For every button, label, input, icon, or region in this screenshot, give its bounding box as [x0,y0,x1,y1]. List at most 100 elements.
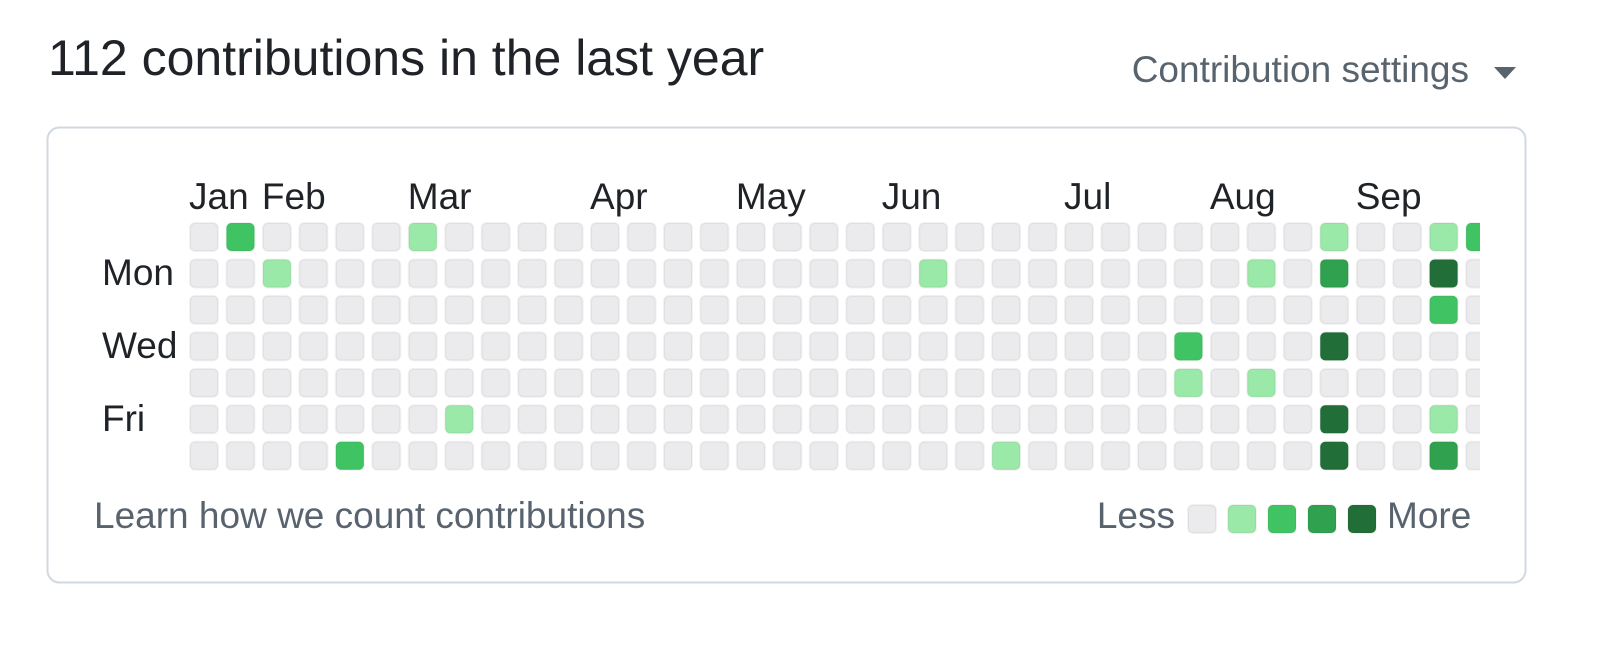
month-label: May [736,176,806,217]
day-cell [1465,331,1480,362]
day-cell [1355,404,1386,435]
day-cell [1246,331,1277,362]
legend-cell [1347,504,1377,534]
day-cell [189,440,219,471]
day-cell [1428,331,1459,362]
day-cell [991,258,1022,289]
day-cell [1173,367,1204,398]
day-cell [444,367,475,398]
day-cell [1136,294,1167,325]
day-cell [881,404,912,435]
day-cell [407,294,438,325]
day-cell [298,440,329,471]
day-cell [918,404,949,435]
day-cell [845,440,876,471]
day-cell [1428,404,1459,435]
day-cell [808,331,839,362]
legend-less: Less [1097,495,1175,536]
day-cell [808,294,839,325]
day-cell [881,294,912,325]
day-cell [1465,258,1480,289]
day-cell [590,222,621,252]
day-cell [662,367,693,398]
day-cell [954,367,985,398]
day-cell [371,222,402,252]
day-cell [662,258,693,289]
day-cell [626,258,657,289]
day-cell [1246,440,1277,471]
day-cell [699,258,730,289]
day-cell [517,367,548,398]
day-cell [881,440,912,471]
day-cell [261,367,292,398]
day-cell [261,222,292,252]
day-cell [407,367,438,398]
day-cell [735,222,766,252]
day-cell [772,331,803,362]
day-cell [735,258,766,289]
day-cell [1064,294,1095,325]
day-cell [662,331,693,362]
title: 112 contributions in the last year [48,30,764,86]
day-cell [954,440,985,471]
day-cell [954,331,985,362]
day-cell [1209,367,1240,398]
day-cell [517,258,548,289]
day-cell [189,404,219,435]
day-cell [954,222,985,252]
legend-cell [1267,504,1297,534]
day-cell [808,258,839,289]
day-label: Fri [102,398,145,439]
day-cell [772,222,803,252]
day-cell [772,367,803,398]
day-cell [444,331,475,362]
month-label: Feb [262,176,326,217]
day-cell [1392,331,1423,362]
day-cell [1355,367,1386,398]
day-cell [1100,440,1131,471]
day-cell [662,294,693,325]
day-cell [845,222,876,252]
day-cell [1027,404,1058,435]
day-cell [1209,440,1240,471]
day-cell [1100,404,1131,435]
day-cell [1319,367,1350,398]
day-cell [1173,222,1204,252]
day-cell [699,404,730,435]
caret[interactable] [1494,67,1516,79]
day-cell [1428,258,1459,289]
day-cell [407,404,438,435]
day-cell [1246,222,1277,252]
day-cell [1392,404,1423,435]
day-cell [1392,294,1423,325]
day-cell [1282,404,1313,435]
day-cell [662,404,693,435]
day-cell [225,440,256,471]
day-cell [261,331,292,362]
day-cell [699,331,730,362]
day-cell [881,222,912,252]
day-cell [298,331,329,362]
day-cell [735,367,766,398]
day-cell [1246,258,1277,289]
day-cell [444,258,475,289]
day-cell [444,222,475,252]
day-cell [1027,294,1058,325]
day-cell [1282,258,1313,289]
day-cell [553,331,584,362]
day-cell [918,367,949,398]
day-cell [553,258,584,289]
day-cell [1064,404,1095,435]
day-cell [553,222,584,252]
settings-button[interactable]: Contribution settings [1132,49,1469,90]
day-cell [1428,367,1459,398]
day-cell [298,404,329,435]
day-cell [1319,440,1350,471]
learn-link[interactable]: Learn how we count contributions [94,495,645,536]
day-cell [1428,222,1459,252]
day-cell [1319,222,1350,252]
day-cell [1428,294,1459,325]
day-cell [334,222,365,252]
month-label: Mar [408,176,472,217]
day-cell [626,440,657,471]
